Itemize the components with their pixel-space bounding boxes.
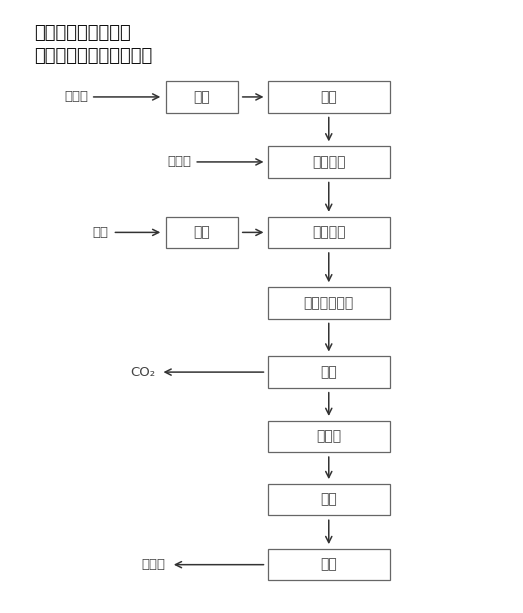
FancyBboxPatch shape bbox=[166, 81, 238, 113]
FancyBboxPatch shape bbox=[268, 421, 390, 452]
Text: 脱碳: 脱碳 bbox=[321, 365, 337, 379]
FancyBboxPatch shape bbox=[268, 484, 390, 516]
FancyBboxPatch shape bbox=[268, 216, 390, 248]
FancyBboxPatch shape bbox=[166, 216, 238, 248]
Text: 甲烷化: 甲烷化 bbox=[316, 430, 342, 443]
Text: 合成: 合成 bbox=[321, 558, 337, 572]
Text: 脱硫: 脱硫 bbox=[321, 90, 337, 104]
Text: 天然气: 天然气 bbox=[64, 91, 88, 104]
Text: 水蒸气: 水蒸气 bbox=[142, 558, 166, 571]
Text: 一段变换: 一段变换 bbox=[312, 155, 346, 169]
Text: CO₂: CO₂ bbox=[130, 365, 155, 379]
Text: 空气: 空气 bbox=[93, 226, 109, 239]
Text: 压缩: 压缩 bbox=[194, 226, 210, 240]
Text: 高、低温变换: 高、低温变换 bbox=[304, 296, 354, 310]
Text: 压缩: 压缩 bbox=[321, 493, 337, 507]
Text: 二段变换: 二段变换 bbox=[312, 226, 346, 240]
Text: 水蒸气: 水蒸气 bbox=[168, 156, 191, 169]
FancyBboxPatch shape bbox=[268, 287, 390, 319]
Text: 压缩: 压缩 bbox=[194, 90, 210, 104]
FancyBboxPatch shape bbox=[268, 146, 390, 178]
FancyBboxPatch shape bbox=[268, 81, 390, 113]
Text: （一）合成氨工艺流程图: （一）合成氨工艺流程图 bbox=[34, 47, 152, 64]
Text: 七、典型工艺流程图: 七、典型工艺流程图 bbox=[34, 24, 131, 42]
FancyBboxPatch shape bbox=[268, 356, 390, 388]
FancyBboxPatch shape bbox=[268, 549, 390, 581]
